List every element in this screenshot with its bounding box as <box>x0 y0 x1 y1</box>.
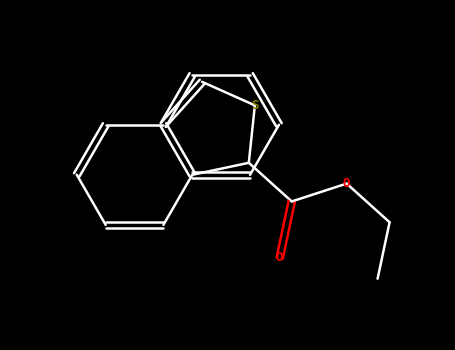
Text: S: S <box>251 99 258 112</box>
Text: O: O <box>343 177 350 190</box>
Text: O: O <box>276 251 283 265</box>
